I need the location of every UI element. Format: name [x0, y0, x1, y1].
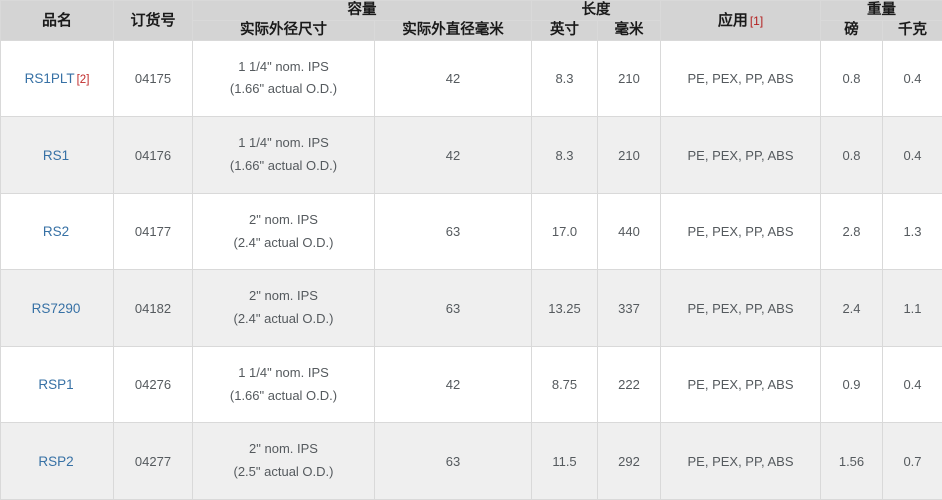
cell-actual-od-mm: 42	[374, 345, 532, 424]
cell-application: PE, PEX, PP, ABS	[660, 39, 821, 118]
cell-weight-lb: 0.9	[820, 345, 883, 424]
cell-actual-od-mm: 42	[374, 39, 532, 118]
header-cell-order-no: 订货号	[113, 0, 193, 41]
cell-product-name: RS2	[0, 192, 114, 271]
cell-order-no: 04182	[113, 269, 193, 347]
header-application-reference[interactable]: [1]	[749, 13, 764, 28]
cell-length-inch: 8.3	[531, 39, 598, 118]
cell-length-mm: 210	[597, 39, 661, 118]
table-body: RS1PLT [2] 04175 1 1/4" nom. IPS (1.66" ac…	[0, 39, 942, 500]
cell-weight-kg: 0.4	[882, 345, 942, 424]
header-cell-application: 应用 [1]	[660, 0, 821, 41]
cell-length-mm: 222	[597, 345, 661, 424]
cell-product-name: RSP1	[0, 345, 114, 424]
cell-length-inch: 17.0	[531, 192, 598, 271]
table-row: RS7290 04182 2" nom. IPS (2.4" actual O.D…	[0, 269, 942, 347]
header-group-capacity: 容量	[192, 0, 532, 21]
cell-application: PE, PEX, PP, ABS	[660, 345, 821, 424]
header-cell-length-mm: 毫米	[597, 19, 661, 41]
header-cell-weight-lb: 磅	[820, 19, 883, 41]
cell-weight-kg: 0.4	[882, 116, 942, 194]
header-group-weight: 重量	[820, 0, 942, 21]
header-cell-actual-od-size: 实际外径尺寸	[192, 19, 375, 41]
cell-actual-od-size: 1 1/4" nom. IPS (1.66" actual O.D.)	[192, 345, 375, 424]
cell-product-name: RS7290	[0, 269, 114, 347]
cell-actual-od-size: 2" nom. IPS (2.5" actual O.D.)	[192, 422, 375, 500]
table-row: RSP2 04277 2" nom. IPS (2.5" actual O.D.)…	[0, 422, 942, 500]
cell-length-mm: 292	[597, 422, 661, 500]
cell-product-name: RS1PLT [2]	[0, 39, 114, 118]
product-link[interactable]: RS1	[42, 147, 70, 163]
cell-order-no: 04277	[113, 422, 193, 500]
cell-weight-kg: 0.7	[882, 422, 942, 500]
cell-weight-lb: 0.8	[820, 39, 883, 118]
size-actual-od: (1.66" actual O.D.)	[229, 158, 338, 173]
product-link[interactable]: RS1PLT	[24, 70, 75, 86]
cell-weight-lb: 2.8	[820, 192, 883, 271]
size-nominal: 1 1/4" nom. IPS	[238, 58, 329, 74]
cell-application: PE, PEX, PP, ABS	[660, 116, 821, 194]
size-actual-od: (2.4" actual O.D.)	[233, 311, 334, 327]
cell-weight-lb: 1.56	[820, 422, 883, 500]
cell-actual-od-size: 1 1/4" nom. IPS (1.66" actual O.D.)	[192, 39, 375, 118]
cell-actual-od-size: 2" nom. IPS (2.4" actual O.D.)	[192, 269, 375, 347]
cell-length-inch: 11.5	[531, 422, 598, 500]
cell-actual-od-mm: 63	[374, 192, 532, 271]
header-cell-actual-od-mm: 实际外直径毫米	[374, 19, 532, 41]
cell-length-inch: 8.75	[531, 345, 598, 424]
size-nominal: 2" nom. IPS	[249, 288, 318, 304]
cell-actual-od-size: 2" nom. IPS (2.4" actual O.D.)	[192, 192, 375, 271]
product-link[interactable]: RS7290	[31, 300, 81, 316]
cell-weight-lb: 2.4	[820, 269, 883, 347]
header-application-label: 应用	[717, 11, 748, 29]
cell-actual-od-mm: 63	[374, 269, 532, 347]
size-actual-od: (1.66" actual O.D.)	[229, 387, 338, 403]
size-nominal: 1 1/4" nom. IPS	[238, 364, 329, 380]
size-actual-od: (1.66" actual O.D.)	[229, 81, 338, 97]
cell-application: PE, PEX, PP, ABS	[660, 269, 821, 347]
cell-actual-od-mm: 42	[374, 116, 532, 194]
header-group-length: 长度	[531, 0, 661, 21]
size-nominal: 2" nom. IPS	[249, 211, 318, 227]
product-link[interactable]: RS2	[42, 224, 70, 240]
table-row: RS1PLT [2] 04175 1 1/4" nom. IPS (1.66" ac…	[0, 39, 942, 118]
header-cell-weight-kg: 千克	[882, 19, 942, 41]
cell-weight-kg: 0.4	[882, 39, 942, 118]
cell-order-no: 04177	[113, 192, 193, 271]
cell-actual-od-mm: 63	[374, 422, 532, 500]
cell-length-inch: 13.25	[531, 269, 598, 347]
cell-weight-kg: 1.1	[882, 269, 942, 347]
cell-application: PE, PEX, PP, ABS	[660, 422, 821, 500]
product-link[interactable]: RSP2	[38, 453, 74, 469]
header-row-subcolumns: 实际外径尺寸 实际外直径毫米 英寸 毫米 磅 千克	[1, 19, 942, 41]
cell-application: PE, PEX, PP, ABS	[660, 192, 821, 271]
cell-length-mm: 440	[597, 192, 661, 271]
cell-length-mm: 337	[597, 269, 661, 347]
table-row: RSP1 04276 1 1/4" nom. IPS (1.66" actual …	[0, 345, 942, 424]
table-header: 品名 订货号 容量 长度 应用 [1] 重量 实际外径尺寸 实际外直径毫米 英寸 …	[0, 0, 942, 41]
cell-actual-od-size: 1 1/4" nom. IPS (1.66" actual O.D.)	[192, 116, 375, 194]
cell-order-no: 04176	[113, 116, 193, 194]
header-row-groups: 品名 订货号 容量 长度 应用 [1] 重量	[0, 0, 942, 41]
size-actual-od: (2.4" actual O.D.)	[233, 234, 334, 250]
cell-weight-kg: 1.3	[882, 192, 942, 271]
cell-weight-lb: 0.8	[820, 116, 883, 194]
product-name-reference[interactable]: [2]	[76, 73, 90, 86]
product-link[interactable]: RSP1	[38, 377, 74, 393]
size-actual-od: (2.5" actual O.D.)	[233, 464, 334, 480]
cell-order-no: 04276	[113, 345, 193, 424]
header-cell-name: 品名	[0, 0, 114, 41]
table-row: RS1 04176 1 1/4" nom. IPS (1.66" actual O…	[0, 116, 942, 194]
cell-product-name: RSP2	[0, 422, 114, 500]
table-row: RS2 04177 2" nom. IPS (2.4" actual O.D.) …	[0, 192, 942, 271]
header-cell-length-inch: 英寸	[531, 19, 598, 41]
cell-length-inch: 8.3	[531, 116, 598, 194]
size-nominal: 2" nom. IPS	[249, 441, 318, 457]
size-nominal: 1 1/4" nom. IPS	[238, 135, 329, 151]
cell-length-mm: 210	[597, 116, 661, 194]
cell-product-name: RS1	[0, 116, 114, 194]
cell-order-no: 04175	[113, 39, 193, 118]
